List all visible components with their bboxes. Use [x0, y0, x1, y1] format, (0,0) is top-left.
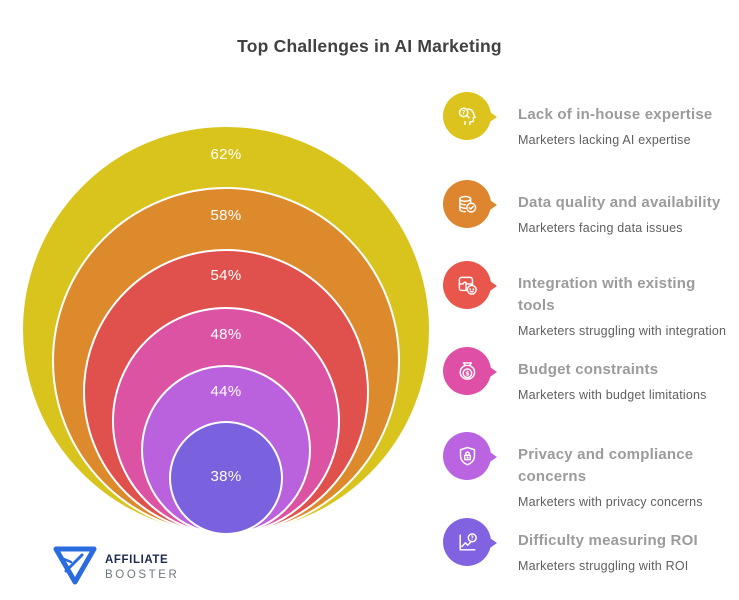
legend-bubble: [443, 432, 497, 482]
brand-line2: BOOSTER: [105, 568, 180, 581]
legend-text: Budget constraints Marketers with budget…: [518, 347, 707, 402]
legend-item-integration: Integration with existing tools Marketer…: [443, 261, 735, 338]
svg-text:?: ?: [461, 109, 465, 116]
legend-item-expertise: ? Lack of in-house expertise Marketers l…: [443, 92, 735, 147]
bubble-tip: [487, 536, 497, 550]
legend-text: Integration with existing tools Marketer…: [518, 261, 726, 338]
legend-bubble: [443, 261, 497, 311]
ring-value-label: 62%: [210, 146, 242, 163]
legend-subtitle: Marketers with budget limitations: [518, 387, 707, 402]
bubble-tip: [487, 365, 497, 379]
legend-text: Difficulty measuring ROI Marketers strug…: [518, 518, 698, 573]
legend-bubble: $: [443, 347, 497, 397]
legend-text: Lack of in-house expertise Marketers lac…: [518, 92, 712, 147]
bubble-tip: [487, 110, 497, 124]
legend-title: Integration with existing tools: [518, 275, 696, 314]
legend-text: Privacy and compliance concerns Marketer…: [518, 432, 703, 509]
ring-value-label: 54%: [210, 267, 242, 284]
bubble-tip: [487, 450, 497, 464]
svg-text:$: $: [465, 370, 469, 377]
legend-item-data-quality: Data quality and availability Marketers …: [443, 180, 735, 235]
legend-subtitle: Marketers struggling with ROI: [518, 558, 689, 573]
legend-title: Privacy and compliance concerns: [518, 446, 694, 485]
brand-logo: AFFILIATE BOOSTER: [52, 544, 179, 591]
legend-item-roi: ? Difficulty measuring ROI Marketers str…: [443, 518, 735, 573]
svg-text:?: ?: [470, 535, 473, 541]
legend-subtitle: Marketers struggling with integration: [518, 323, 727, 338]
chart-question-icon: ?: [443, 518, 491, 566]
database-check-icon: [443, 180, 491, 228]
legend-title: Lack of in-house expertise: [518, 106, 713, 123]
page-title: Top Challenges in AI Marketing: [237, 36, 502, 56]
ring-value-label: 44%: [210, 383, 242, 400]
legend-item-budget: $ Budget constraints Marketers with budg…: [443, 347, 735, 402]
circle-ring-38: [169, 421, 283, 535]
legend-bubble: ?: [443, 92, 497, 142]
bubble-tip: [487, 279, 497, 293]
legend-subtitle: Marketers lacking AI expertise: [518, 132, 691, 147]
puzzle-smiley-icon: [443, 261, 491, 309]
legend-subtitle: Marketers facing data issues: [518, 220, 683, 235]
legend-item-privacy: Privacy and compliance concerns Marketer…: [443, 432, 735, 509]
ring-value-label: 48%: [210, 326, 242, 343]
legend-title: Difficulty measuring ROI: [518, 532, 698, 549]
head-question-icon: ?: [443, 92, 491, 140]
legend-text: Data quality and availability Marketers …: [518, 180, 721, 235]
legend-title: Data quality and availability: [518, 194, 721, 211]
legend-bubble: [443, 180, 497, 230]
legend-bubble: ?: [443, 518, 497, 568]
brand-line1: AFFILIATE: [105, 554, 169, 567]
money-bag-icon: $: [443, 347, 491, 395]
bubble-tip: [487, 198, 497, 212]
ring-value-label: 38%: [210, 468, 242, 485]
brand-name: AFFILIATE BOOSTER: [105, 553, 179, 582]
shield-lock-icon: [443, 432, 491, 480]
logo-triangle-icon: [52, 544, 98, 591]
legend-subtitle: Marketers with privacy concerns: [518, 494, 703, 509]
ring-value-label: 58%: [210, 207, 242, 224]
legend-title: Budget constraints: [518, 361, 659, 378]
